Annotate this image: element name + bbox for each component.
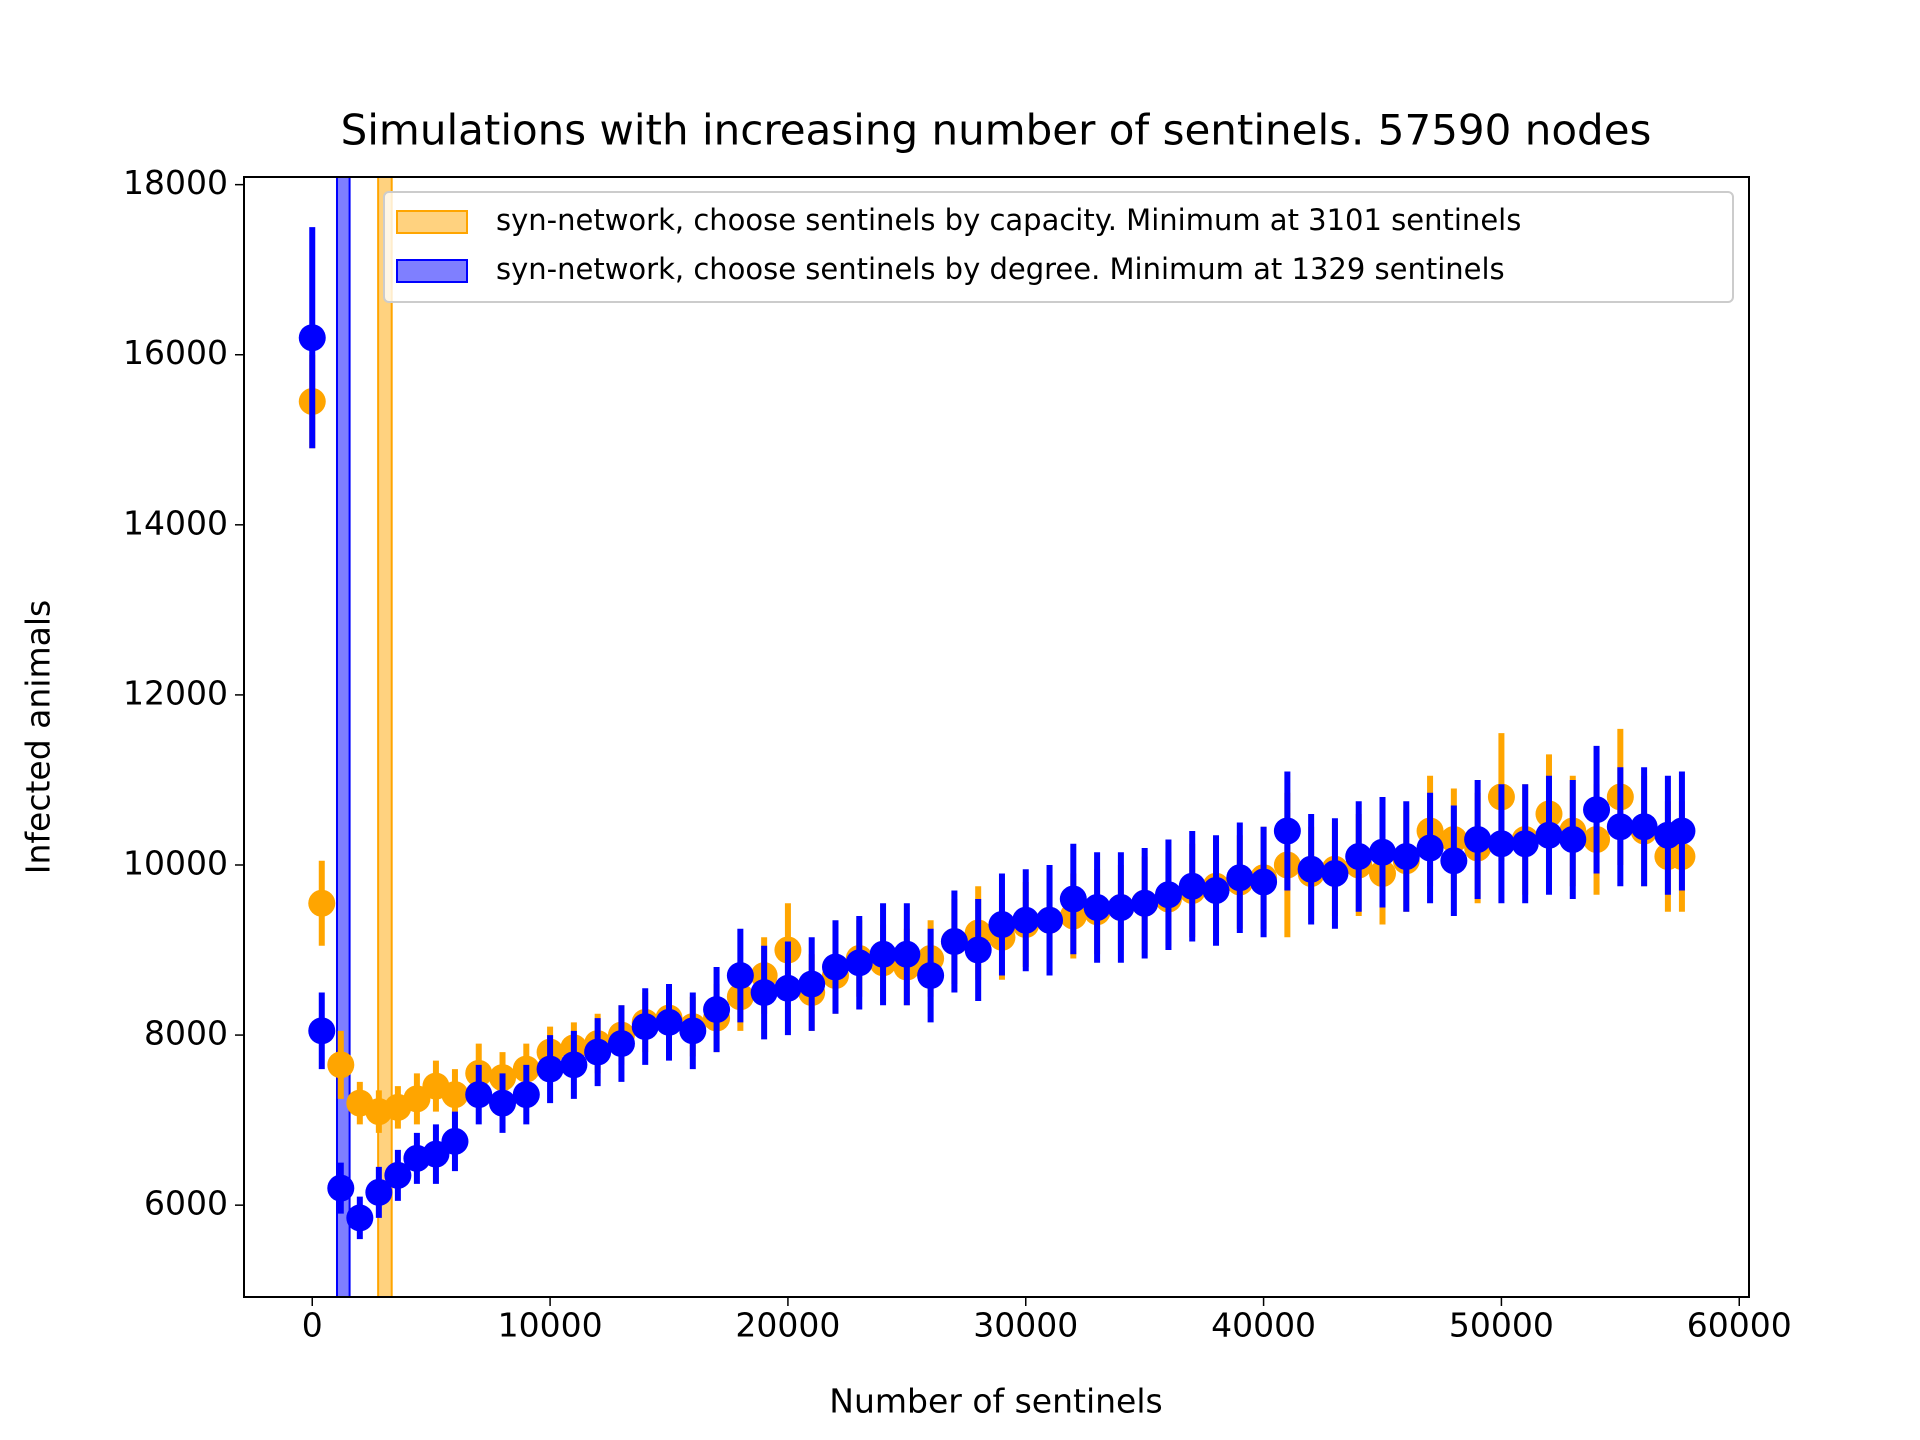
point	[703, 996, 731, 1024]
point	[774, 974, 802, 1002]
point	[536, 1055, 564, 1083]
legend-swatch	[396, 259, 468, 283]
point	[750, 979, 778, 1007]
point	[1416, 834, 1444, 862]
point	[1178, 872, 1206, 900]
point	[560, 1051, 588, 1079]
plot-area	[298, 177, 1696, 1297]
point	[365, 1178, 393, 1206]
x-tick-label: 20000	[735, 1306, 840, 1345]
point	[1131, 889, 1159, 917]
chart-title: Simulations with increasing number of se…	[341, 106, 1652, 155]
point	[607, 1030, 635, 1058]
x-tick-label: 40000	[1211, 1306, 1316, 1345]
point	[964, 936, 992, 964]
point	[298, 324, 326, 352]
point	[1487, 830, 1515, 858]
x-tick-label: 30000	[973, 1306, 1078, 1345]
point	[1535, 821, 1563, 849]
point	[1012, 906, 1040, 934]
point	[1559, 825, 1587, 853]
point	[821, 953, 849, 981]
point	[917, 962, 945, 990]
x-tick-label: 60000	[1687, 1306, 1792, 1345]
point	[584, 1038, 612, 1066]
point	[308, 889, 336, 917]
point	[327, 1174, 355, 1202]
point	[1464, 825, 1492, 853]
point	[1668, 817, 1696, 845]
y-tick-label: 12000	[123, 673, 228, 712]
point	[1036, 906, 1064, 934]
point	[1226, 864, 1254, 892]
point	[1583, 796, 1611, 824]
point	[384, 1161, 412, 1189]
legend-label: syn-network, choose sentinels by degree.…	[496, 252, 1505, 286]
legend-label: syn-network, choose sentinels by capacit…	[496, 203, 1521, 237]
point	[1250, 868, 1278, 896]
point	[869, 940, 897, 968]
point	[1369, 838, 1397, 866]
point	[465, 1081, 493, 1109]
point	[1202, 877, 1230, 905]
point	[1630, 813, 1658, 841]
point	[346, 1204, 374, 1232]
y-tick-label: 8000	[144, 1014, 228, 1053]
point	[845, 949, 873, 977]
point	[489, 1089, 517, 1117]
point	[1059, 885, 1087, 913]
point	[327, 1051, 355, 1079]
legend-box	[383, 191, 1734, 303]
point	[726, 962, 754, 990]
minimum-span	[335, 177, 351, 1297]
point	[631, 1013, 659, 1041]
point	[1321, 859, 1349, 887]
point	[679, 1017, 707, 1045]
point	[441, 1081, 469, 1109]
point	[1345, 842, 1373, 870]
point	[1107, 894, 1135, 922]
point	[441, 1127, 469, 1155]
legend-swatch	[396, 210, 468, 234]
y-tick-label: 18000	[123, 163, 228, 202]
point	[1440, 847, 1468, 875]
y-tick-label: 16000	[123, 333, 228, 372]
point	[1083, 894, 1111, 922]
x-tick-label: 0	[302, 1306, 323, 1345]
y-tick-label: 6000	[144, 1184, 228, 1223]
y-axis-label: Infected animals	[19, 600, 58, 874]
point	[422, 1140, 450, 1168]
point	[655, 1008, 683, 1036]
y-tick-label: 14000	[123, 503, 228, 542]
point	[1154, 881, 1182, 909]
point	[893, 940, 921, 968]
x-axis-label: Number of sentinels	[829, 1382, 1162, 1421]
point	[308, 1017, 336, 1045]
plot-frame	[243, 176, 1750, 1298]
point	[1392, 842, 1420, 870]
x-tick-label: 10000	[498, 1306, 603, 1345]
point	[1606, 813, 1634, 841]
point	[1297, 855, 1325, 883]
y-tick-label: 10000	[123, 843, 228, 882]
point	[1511, 830, 1539, 858]
point	[403, 1085, 431, 1113]
point	[988, 911, 1016, 939]
point	[512, 1081, 540, 1109]
minimum-span	[377, 177, 393, 1297]
point	[798, 970, 826, 998]
x-tick-label: 50000	[1449, 1306, 1554, 1345]
point	[940, 928, 968, 956]
point	[1273, 817, 1301, 845]
